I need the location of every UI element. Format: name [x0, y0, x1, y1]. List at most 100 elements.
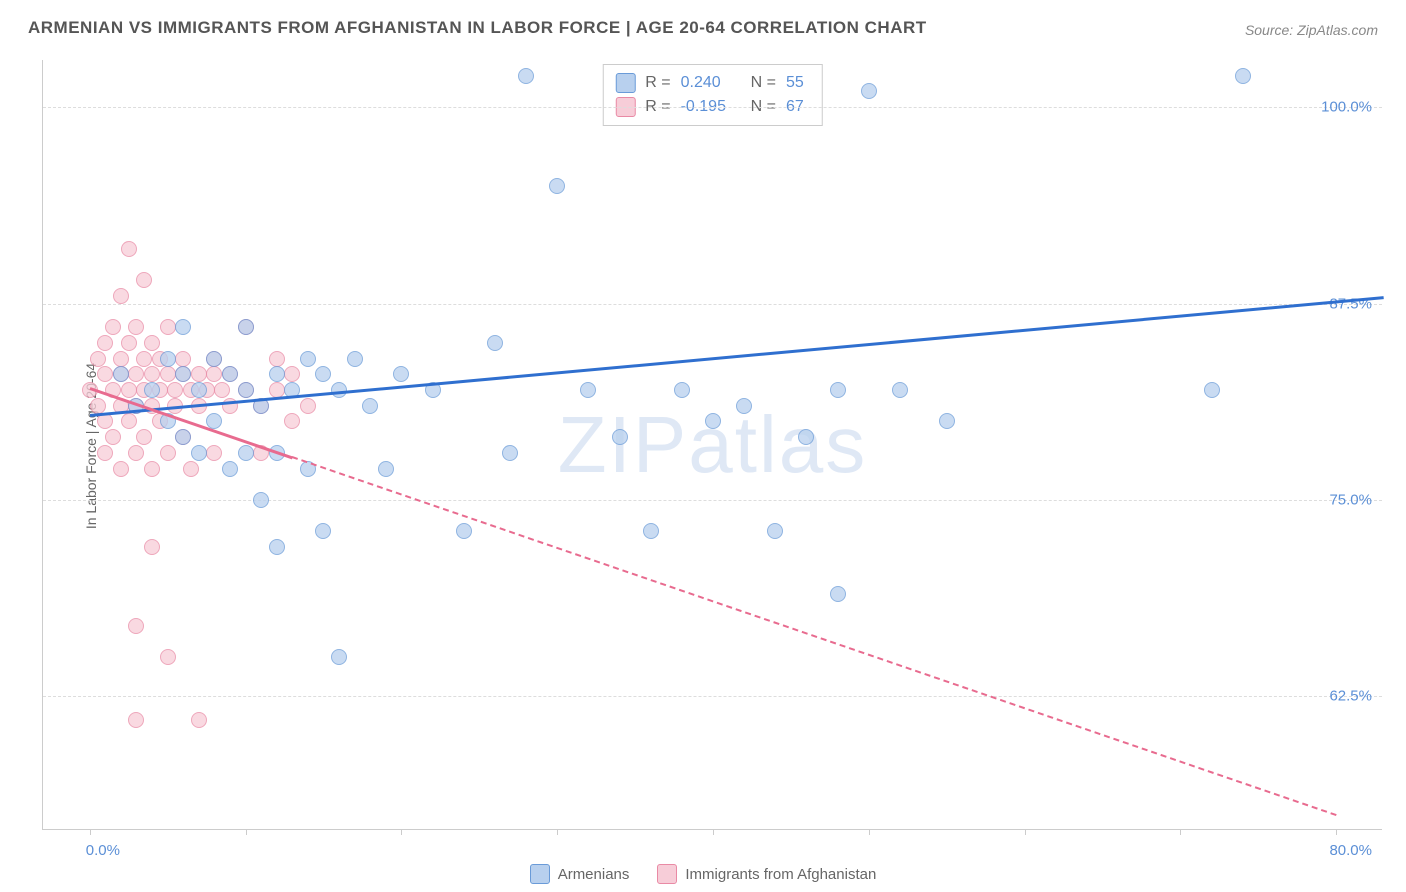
data-point — [175, 319, 191, 335]
data-point — [1204, 382, 1220, 398]
data-point — [222, 366, 238, 382]
data-point — [939, 413, 955, 429]
data-point — [136, 429, 152, 445]
gridline — [43, 696, 1382, 697]
data-point — [175, 366, 191, 382]
trend-line — [292, 456, 1337, 816]
source-label: Source: ZipAtlas.com — [1245, 22, 1378, 38]
data-point — [362, 398, 378, 414]
x-tick-label: 0.0% — [86, 842, 120, 859]
legend-item: Immigrants from Afghanistan — [657, 864, 876, 884]
data-point — [113, 366, 129, 382]
data-point — [238, 445, 254, 461]
y-tick-label: 75.0% — [1329, 492, 1372, 509]
y-tick-label: 100.0% — [1321, 99, 1372, 116]
data-point — [97, 335, 113, 351]
stats-row: R =0.240N =55 — [615, 71, 803, 95]
chart-title: ARMENIAN VS IMMIGRANTS FROM AFGHANISTAN … — [28, 18, 927, 38]
x-tick — [557, 829, 558, 835]
data-point — [105, 319, 121, 335]
r-value: 0.240 — [681, 74, 741, 92]
data-point — [269, 366, 285, 382]
data-point — [90, 351, 106, 367]
legend-swatch — [530, 864, 550, 884]
data-point — [269, 539, 285, 555]
data-point — [580, 382, 596, 398]
data-point — [705, 413, 721, 429]
x-tick — [1180, 829, 1181, 835]
data-point — [331, 649, 347, 665]
data-point — [128, 319, 144, 335]
data-point — [456, 523, 472, 539]
legend-item: Armenians — [530, 864, 630, 884]
data-point — [736, 398, 752, 414]
data-point — [144, 382, 160, 398]
data-point — [121, 241, 137, 257]
data-point — [284, 413, 300, 429]
data-point — [97, 366, 113, 382]
x-tick — [90, 829, 91, 835]
data-point — [206, 366, 222, 382]
data-point — [830, 382, 846, 398]
data-point — [347, 351, 363, 367]
data-point — [175, 429, 191, 445]
data-point — [113, 288, 129, 304]
data-point — [160, 351, 176, 367]
data-point — [214, 382, 230, 398]
data-point — [105, 429, 121, 445]
n-value: 55 — [786, 74, 804, 92]
data-point — [97, 445, 113, 461]
data-point — [206, 445, 222, 461]
data-point — [518, 68, 534, 84]
data-point — [300, 398, 316, 414]
data-point — [798, 429, 814, 445]
data-point — [128, 366, 144, 382]
data-point — [502, 445, 518, 461]
y-tick-label: 62.5% — [1329, 688, 1372, 705]
data-point — [284, 366, 300, 382]
data-point — [253, 492, 269, 508]
data-point — [222, 461, 238, 477]
data-point — [121, 335, 137, 351]
data-point — [238, 382, 254, 398]
data-point — [183, 461, 199, 477]
data-point — [144, 335, 160, 351]
data-point — [612, 429, 628, 445]
plot-area: ZIPatlas R =0.240N =55R =-0.195N =67 62.… — [42, 60, 1382, 830]
x-tick-label: 80.0% — [1329, 842, 1372, 859]
data-point — [767, 523, 783, 539]
data-point — [1235, 68, 1251, 84]
data-point — [160, 319, 176, 335]
data-point — [191, 382, 207, 398]
footer-legend: Armenians Immigrants from Afghanistan — [0, 864, 1406, 888]
data-point — [206, 351, 222, 367]
x-tick — [401, 829, 402, 835]
data-point — [144, 366, 160, 382]
data-point — [136, 272, 152, 288]
gridline — [43, 304, 1382, 305]
data-point — [121, 413, 137, 429]
data-point — [549, 178, 565, 194]
data-point — [861, 83, 877, 99]
legend-label: Armenians — [558, 866, 630, 883]
data-point — [136, 351, 152, 367]
data-point — [191, 712, 207, 728]
data-point — [269, 351, 285, 367]
data-point — [238, 319, 254, 335]
legend-swatch — [657, 864, 677, 884]
data-point — [121, 382, 137, 398]
data-point — [90, 398, 106, 414]
data-point — [487, 335, 503, 351]
data-point — [300, 351, 316, 367]
n-label: N = — [751, 74, 776, 92]
data-point — [830, 586, 846, 602]
data-point — [643, 523, 659, 539]
data-point — [128, 445, 144, 461]
x-tick — [869, 829, 870, 835]
data-point — [315, 523, 331, 539]
data-point — [144, 539, 160, 555]
data-point — [144, 461, 160, 477]
data-point — [892, 382, 908, 398]
watermark: ZIPatlas — [558, 399, 867, 491]
data-point — [160, 649, 176, 665]
